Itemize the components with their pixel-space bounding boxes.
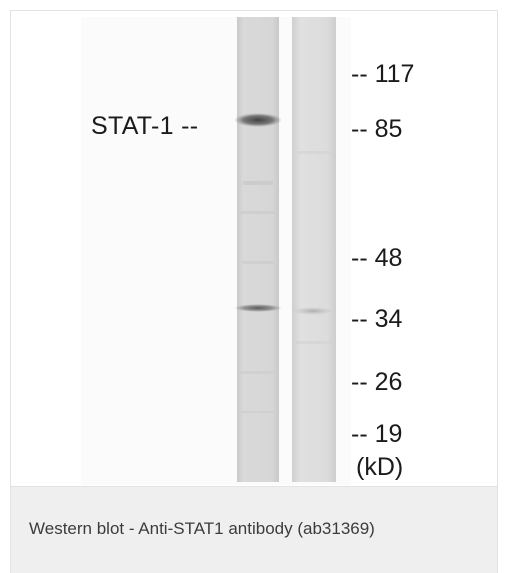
band-label-stat1: STAT-1 -- xyxy=(91,112,199,140)
western-blot-image xyxy=(81,17,351,485)
stat1-band-lane-1 xyxy=(234,113,282,127)
mw-marker-26: -- 26 xyxy=(351,368,403,396)
caption-bar: Western blot - Anti-STAT1 antibody (ab31… xyxy=(10,487,498,573)
mw-marker-85: -- 85 xyxy=(351,115,403,143)
mw-marker-117: -- 117 xyxy=(351,60,415,88)
band-34kd-lane-2 xyxy=(293,307,333,315)
mw-marker-19: -- 19 xyxy=(351,420,403,448)
mw-marker-48: -- 48 xyxy=(351,244,403,272)
unit-label-kd: (kD) xyxy=(356,453,404,481)
western-blot-figure: STAT-1 -- -- 117 -- 85 -- 48 -- 34 -- 26… xyxy=(10,10,498,487)
band-34kd-lane-1 xyxy=(234,304,282,312)
blot-lane-1 xyxy=(237,17,279,482)
figure-caption: Western blot - Anti-STAT1 antibody (ab31… xyxy=(29,519,375,538)
blot-lane-2 xyxy=(292,17,336,482)
mw-marker-34: -- 34 xyxy=(351,305,403,333)
